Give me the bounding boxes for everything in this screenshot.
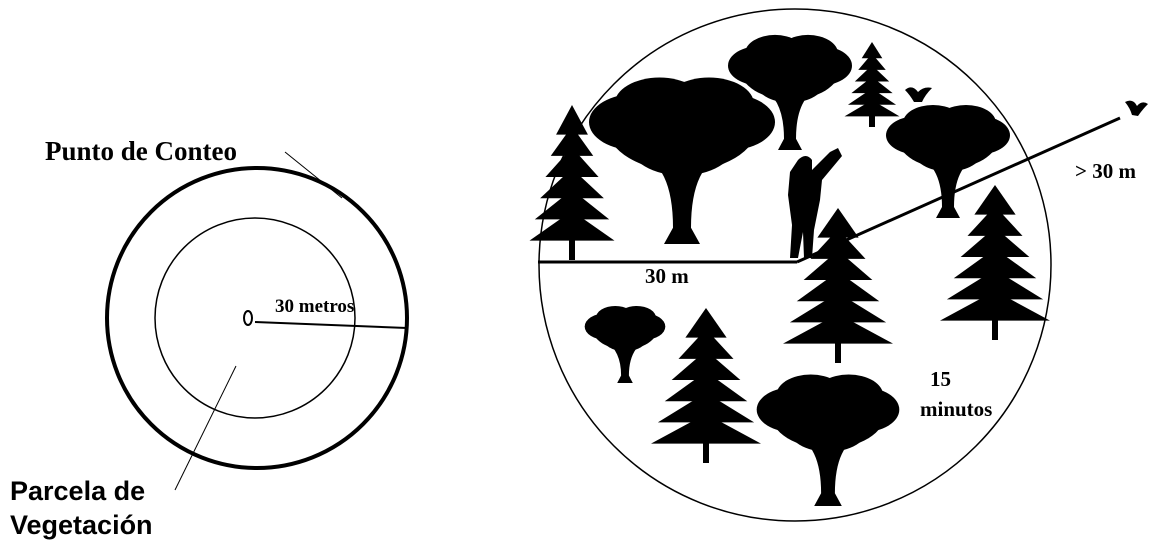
foliage [810, 229, 866, 259]
conifer-tree [940, 185, 1050, 340]
conifer-tree [783, 208, 893, 363]
foliage [851, 76, 893, 94]
pointer-line [174, 365, 237, 491]
trunk [869, 110, 875, 127]
foliage [946, 269, 1044, 300]
pointer-line [284, 151, 343, 199]
vegetation-circle [154, 217, 356, 419]
bird [1125, 100, 1148, 116]
foliage [651, 413, 761, 444]
conifer-tree [651, 308, 761, 463]
conifer-tree [529, 105, 615, 260]
title: Punto de Conteo [45, 136, 237, 166]
foliage [556, 105, 588, 135]
sight-line [796, 116, 1121, 264]
foliage [940, 290, 1050, 321]
foliage [803, 250, 873, 281]
foliage [796, 271, 880, 302]
trunk [835, 332, 841, 363]
foliage [960, 227, 1030, 258]
point-count-diagram: Punto de Conteo 30 metros Parcela de Veg… [10, 136, 409, 540]
conifer-tree [844, 42, 900, 127]
foliage [953, 248, 1037, 279]
foliage [657, 392, 755, 423]
observer [788, 148, 842, 258]
foliage [534, 189, 610, 220]
field-scene: 30 m > 30 m 15 minutos [529, 8, 1148, 522]
center-point [243, 310, 253, 326]
time-label: minutos [920, 397, 992, 421]
deciduous-tree [728, 34, 852, 150]
foliage [550, 126, 594, 156]
trunk [793, 434, 863, 506]
foliage [854, 65, 890, 82]
radius-line [254, 321, 408, 329]
foliage [858, 53, 886, 70]
count-circle [105, 166, 409, 470]
foliage [529, 210, 615, 241]
trunk [637, 153, 727, 244]
foliage [664, 371, 748, 402]
trunk [918, 156, 978, 218]
deciduous-tree [886, 104, 1010, 218]
foliage [540, 168, 604, 199]
radius-label: 30 metros [275, 296, 354, 317]
foliage [678, 329, 734, 359]
deciduous-tree [584, 305, 666, 383]
plot-label: Vegetación [10, 510, 153, 540]
trunk [605, 341, 645, 383]
foliage [783, 313, 893, 344]
foliage [545, 147, 599, 178]
trunk [992, 309, 998, 340]
foliage [817, 208, 859, 238]
plot-label: Parcela de [10, 476, 145, 506]
foliage [844, 100, 900, 117]
foliage [847, 88, 897, 105]
deciduous-tree [589, 77, 775, 244]
time-label: 15 [930, 367, 951, 391]
radius-label: 30 m [645, 264, 689, 288]
scene-circle [538, 8, 1052, 522]
foliage [967, 206, 1023, 236]
foliage [685, 308, 727, 338]
trunk [703, 432, 709, 463]
foliage [789, 292, 887, 323]
foliage [974, 185, 1016, 215]
trunk [569, 229, 575, 260]
beyond-label: > 30 m [1075, 159, 1136, 183]
bird [905, 87, 932, 102]
foliage [861, 42, 883, 59]
trunk [760, 87, 820, 150]
foliage [671, 350, 741, 381]
deciduous-tree [756, 374, 900, 506]
